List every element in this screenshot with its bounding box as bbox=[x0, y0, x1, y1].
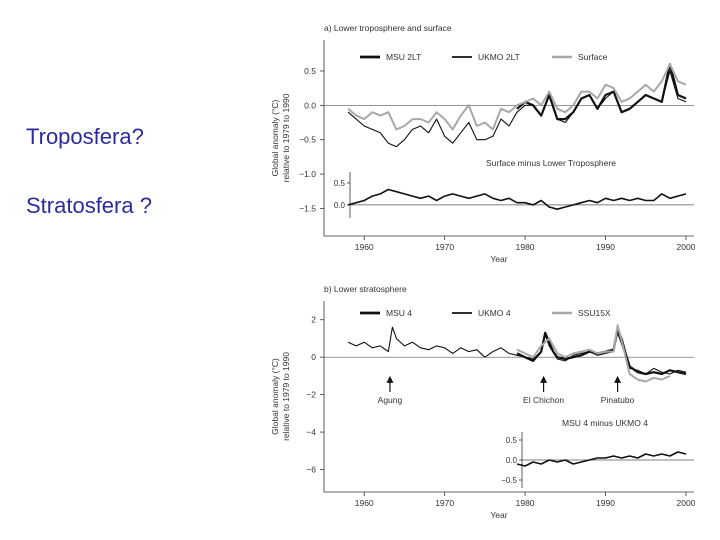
y-axis-label: Global anomaly (°C) bbox=[270, 100, 280, 177]
legend-label: UKMO 2LT bbox=[478, 52, 520, 62]
y-axis-label: relative to 1979 to 1990 bbox=[281, 93, 291, 182]
y-tick-label: 0 bbox=[311, 352, 316, 362]
inset-panel: Surface minus Lower Troposphere 0.5 0.0 bbox=[334, 158, 694, 218]
inset-y-tick-label: 0.5 bbox=[506, 436, 518, 445]
series-line-ukmo-2lt bbox=[347, 70, 687, 148]
x-axis-label: Year bbox=[490, 254, 507, 264]
y-tick-label: 2 bbox=[311, 315, 316, 325]
x-tick-label: 1970 bbox=[435, 498, 454, 508]
x-tick-label: 2000 bbox=[676, 498, 695, 508]
series-line-surface bbox=[347, 63, 687, 131]
y-tick-label: −2 bbox=[306, 390, 316, 400]
inset-y-tick-label: −0.5 bbox=[501, 476, 517, 485]
x-tick-label: 1970 bbox=[435, 242, 454, 252]
legend-label: UKMO 4 bbox=[478, 308, 511, 318]
panel-title: b) Lower stratosphere bbox=[324, 284, 407, 294]
annotation-label: Agung bbox=[378, 395, 403, 405]
panel-b: b) Lower stratosphere 2 0 −2 −4 −6 1960 1970 198… bbox=[270, 284, 696, 520]
climate-figure: a) Lower troposphere and surface 0.5 0.0 −0… bbox=[270, 23, 696, 520]
x-tick-label: 1990 bbox=[596, 242, 615, 252]
inset-title: Surface minus Lower Troposphere bbox=[486, 158, 616, 168]
x-tick-label: 1960 bbox=[355, 498, 374, 508]
annotation-arrow-head bbox=[386, 375, 394, 383]
y-tick-label: −1.0 bbox=[299, 169, 316, 179]
inset-series-line bbox=[347, 188, 687, 210]
y-axis-label: relative to 1979 to 1990 bbox=[281, 352, 291, 441]
y-tick-label: −6 bbox=[306, 465, 316, 475]
annotation-arrow-head bbox=[614, 375, 622, 383]
inset-y-tick-label: 0.0 bbox=[506, 456, 518, 465]
panel-title: a) Lower troposphere and surface bbox=[324, 23, 452, 33]
inset-panel: MSU 4 minus UKMO 4 0.5 0.0 −0.5 bbox=[501, 418, 694, 488]
y-tick-label: −0.5 bbox=[299, 135, 316, 145]
legend-label: MSU 4 bbox=[386, 308, 412, 318]
y-tick-label: 0.0 bbox=[304, 100, 316, 110]
x-tick-label: 2000 bbox=[676, 242, 695, 252]
y-tick-label: −1.5 bbox=[299, 203, 316, 213]
x-tick-label: 1960 bbox=[355, 242, 374, 252]
bullet-stratosfera: Stratosfera ? bbox=[26, 193, 152, 218]
x-tick-label: 1990 bbox=[596, 498, 615, 508]
annotation-arrow-head bbox=[540, 375, 548, 383]
panel-a: a) Lower troposphere and surface 0.5 0.0 −0… bbox=[270, 23, 696, 264]
y-axis-label: Global anomaly (°C) bbox=[270, 358, 280, 435]
inset-y-tick-label: 0.0 bbox=[334, 201, 346, 210]
legend-label: MSU 2LT bbox=[386, 52, 421, 62]
y-tick-label: −4 bbox=[306, 427, 316, 437]
annotation-label: El Chichon bbox=[523, 395, 564, 405]
bullet-troposfera: Troposfera? bbox=[26, 124, 144, 149]
inset-title: MSU 4 minus UKMO 4 bbox=[562, 418, 648, 428]
series-line-ssu15x bbox=[516, 324, 671, 383]
legend-label: Surface bbox=[578, 52, 608, 62]
legend-label: SSU15X bbox=[578, 308, 611, 318]
x-axis-label: Year bbox=[490, 510, 507, 520]
x-tick-label: 1980 bbox=[516, 242, 535, 252]
inset-y-tick-label: 0.5 bbox=[334, 179, 346, 188]
annotation-label: Pinatubo bbox=[601, 395, 635, 405]
y-tick-label: 0.5 bbox=[304, 66, 316, 76]
inset-series-line bbox=[516, 451, 687, 467]
x-tick-label: 1980 bbox=[516, 498, 535, 508]
